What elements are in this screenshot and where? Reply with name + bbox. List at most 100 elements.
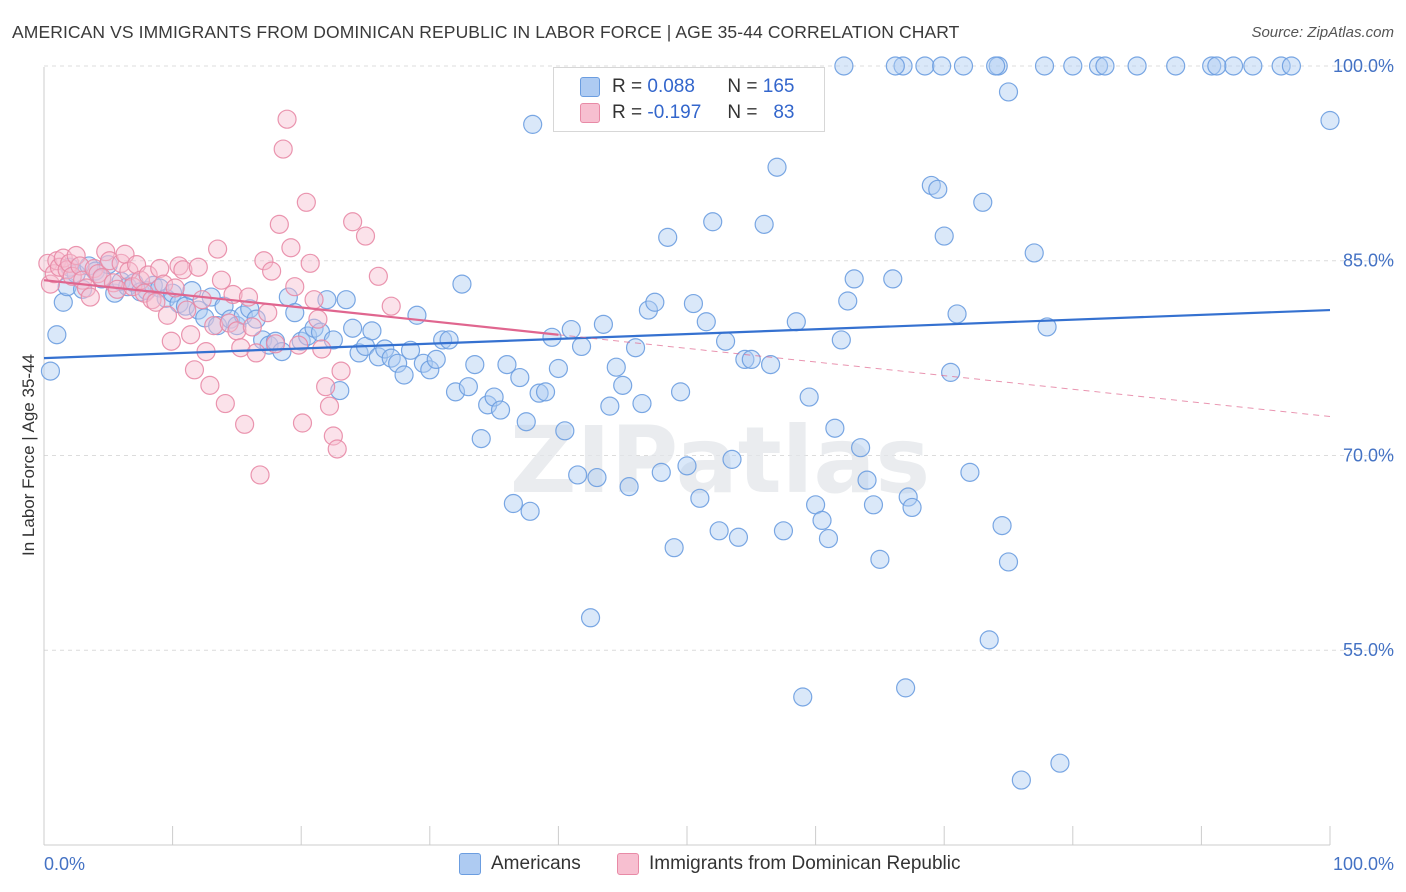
american-point — [458, 377, 478, 397]
dominican-point — [355, 226, 376, 246]
americans-trendline — [43, 308, 1331, 360]
dominican-point — [281, 238, 301, 258]
dominican-n-value: 83 — [773, 102, 795, 123]
american-point — [1320, 110, 1340, 131]
american-point — [992, 515, 1012, 536]
dominican-point — [258, 303, 278, 323]
american-point — [1050, 753, 1070, 773]
dominican-point — [200, 375, 220, 395]
gridlines — [44, 65, 1394, 651]
american-point — [426, 349, 446, 370]
american-point — [555, 421, 575, 441]
y-tick-labels: 55.0% 70.0% 85.0% 100.0% — [1333, 56, 1394, 660]
dominican-point — [211, 270, 232, 290]
dominican-point — [304, 290, 324, 310]
american-point — [1011, 770, 1031, 790]
dominican-point — [327, 439, 347, 459]
r-label: R = — [612, 76, 643, 97]
american-point — [471, 429, 491, 449]
american-point — [1271, 56, 1291, 76]
american-point — [857, 470, 877, 490]
dominican-point — [157, 305, 178, 325]
american-point — [902, 497, 922, 518]
american-point — [542, 327, 562, 347]
american-point — [896, 678, 916, 698]
american-point — [1034, 56, 1055, 76]
american-point — [606, 357, 626, 377]
dominican-point — [192, 290, 212, 310]
dominican-point — [300, 253, 320, 273]
americans-n-value: 165 — [762, 76, 795, 97]
source-label: Source: ZipAtlas.com — [1251, 24, 1394, 41]
american-point — [1243, 56, 1263, 76]
american-point — [998, 82, 1019, 102]
american-point — [523, 114, 543, 134]
americans-legend-swatch — [459, 853, 481, 875]
dominican-r-value: -0.197 — [647, 102, 702, 123]
american-point — [786, 312, 806, 332]
american-point — [793, 687, 813, 707]
american-point — [825, 418, 845, 438]
american-point — [1166, 56, 1186, 76]
chart-title: AMERICAN VS IMMIGRANTS FROM DOMINICAN RE… — [12, 22, 960, 42]
american-point — [664, 538, 684, 558]
american-point — [947, 304, 967, 324]
american-point — [227, 316, 247, 336]
dominican-swatch — [580, 103, 600, 123]
american-point — [960, 462, 980, 482]
american-point — [362, 321, 382, 341]
american-point — [898, 487, 918, 507]
american-point — [767, 157, 787, 177]
dominican-point — [184, 360, 205, 380]
american-point — [818, 528, 839, 549]
american-point — [638, 300, 659, 320]
dominican-point — [368, 266, 388, 286]
legend-item-dominican[interactable]: Immigrants from Dominican Republic — [617, 853, 961, 875]
american-point — [683, 293, 704, 314]
y-tick-label: 100.0% — [1333, 56, 1394, 76]
dominican-point — [277, 109, 297, 129]
american-point — [870, 549, 890, 569]
series-legend: Americans Immigrants from Dominican Repu… — [0, 850, 1406, 880]
dominican-point — [250, 465, 270, 485]
legend-item-americans[interactable]: Americans — [459, 853, 581, 875]
dominican-point — [269, 214, 289, 234]
americans-swatch — [580, 77, 600, 97]
american-point — [47, 325, 67, 345]
legend-row-dominican: R = -0.197 N = 83 — [580, 101, 794, 125]
dominican-point — [138, 265, 158, 285]
dominican-point — [235, 414, 255, 434]
dominican-point — [289, 335, 309, 355]
dominican-point — [285, 277, 305, 297]
axes — [43, 67, 1331, 846]
american-point — [812, 510, 832, 531]
american-point — [40, 361, 61, 381]
american-point — [394, 365, 414, 385]
american-point — [932, 56, 952, 76]
dominican-point — [161, 331, 181, 351]
american-point — [632, 393, 652, 414]
american-point — [1024, 243, 1044, 263]
american-point — [885, 56, 905, 76]
n-label: N = — [727, 76, 758, 97]
american-point — [445, 382, 466, 402]
american-point — [272, 342, 292, 362]
american-point — [1095, 56, 1115, 76]
dominican-point — [273, 139, 293, 159]
dominican-point — [316, 377, 336, 397]
american-point — [343, 318, 363, 338]
american-point — [651, 462, 671, 482]
legend-row-americans: R = 0.088 N = 165 — [580, 75, 794, 99]
american-point — [587, 467, 607, 488]
american-point — [625, 338, 646, 358]
trendlines — [43, 279, 1331, 418]
american-point — [934, 226, 954, 246]
american-point — [953, 56, 974, 76]
dominican-point — [123, 277, 143, 297]
american-point — [600, 396, 620, 416]
american-point — [452, 274, 472, 294]
dominican-point — [343, 212, 363, 232]
american-point — [400, 340, 421, 360]
american-point — [998, 552, 1019, 572]
